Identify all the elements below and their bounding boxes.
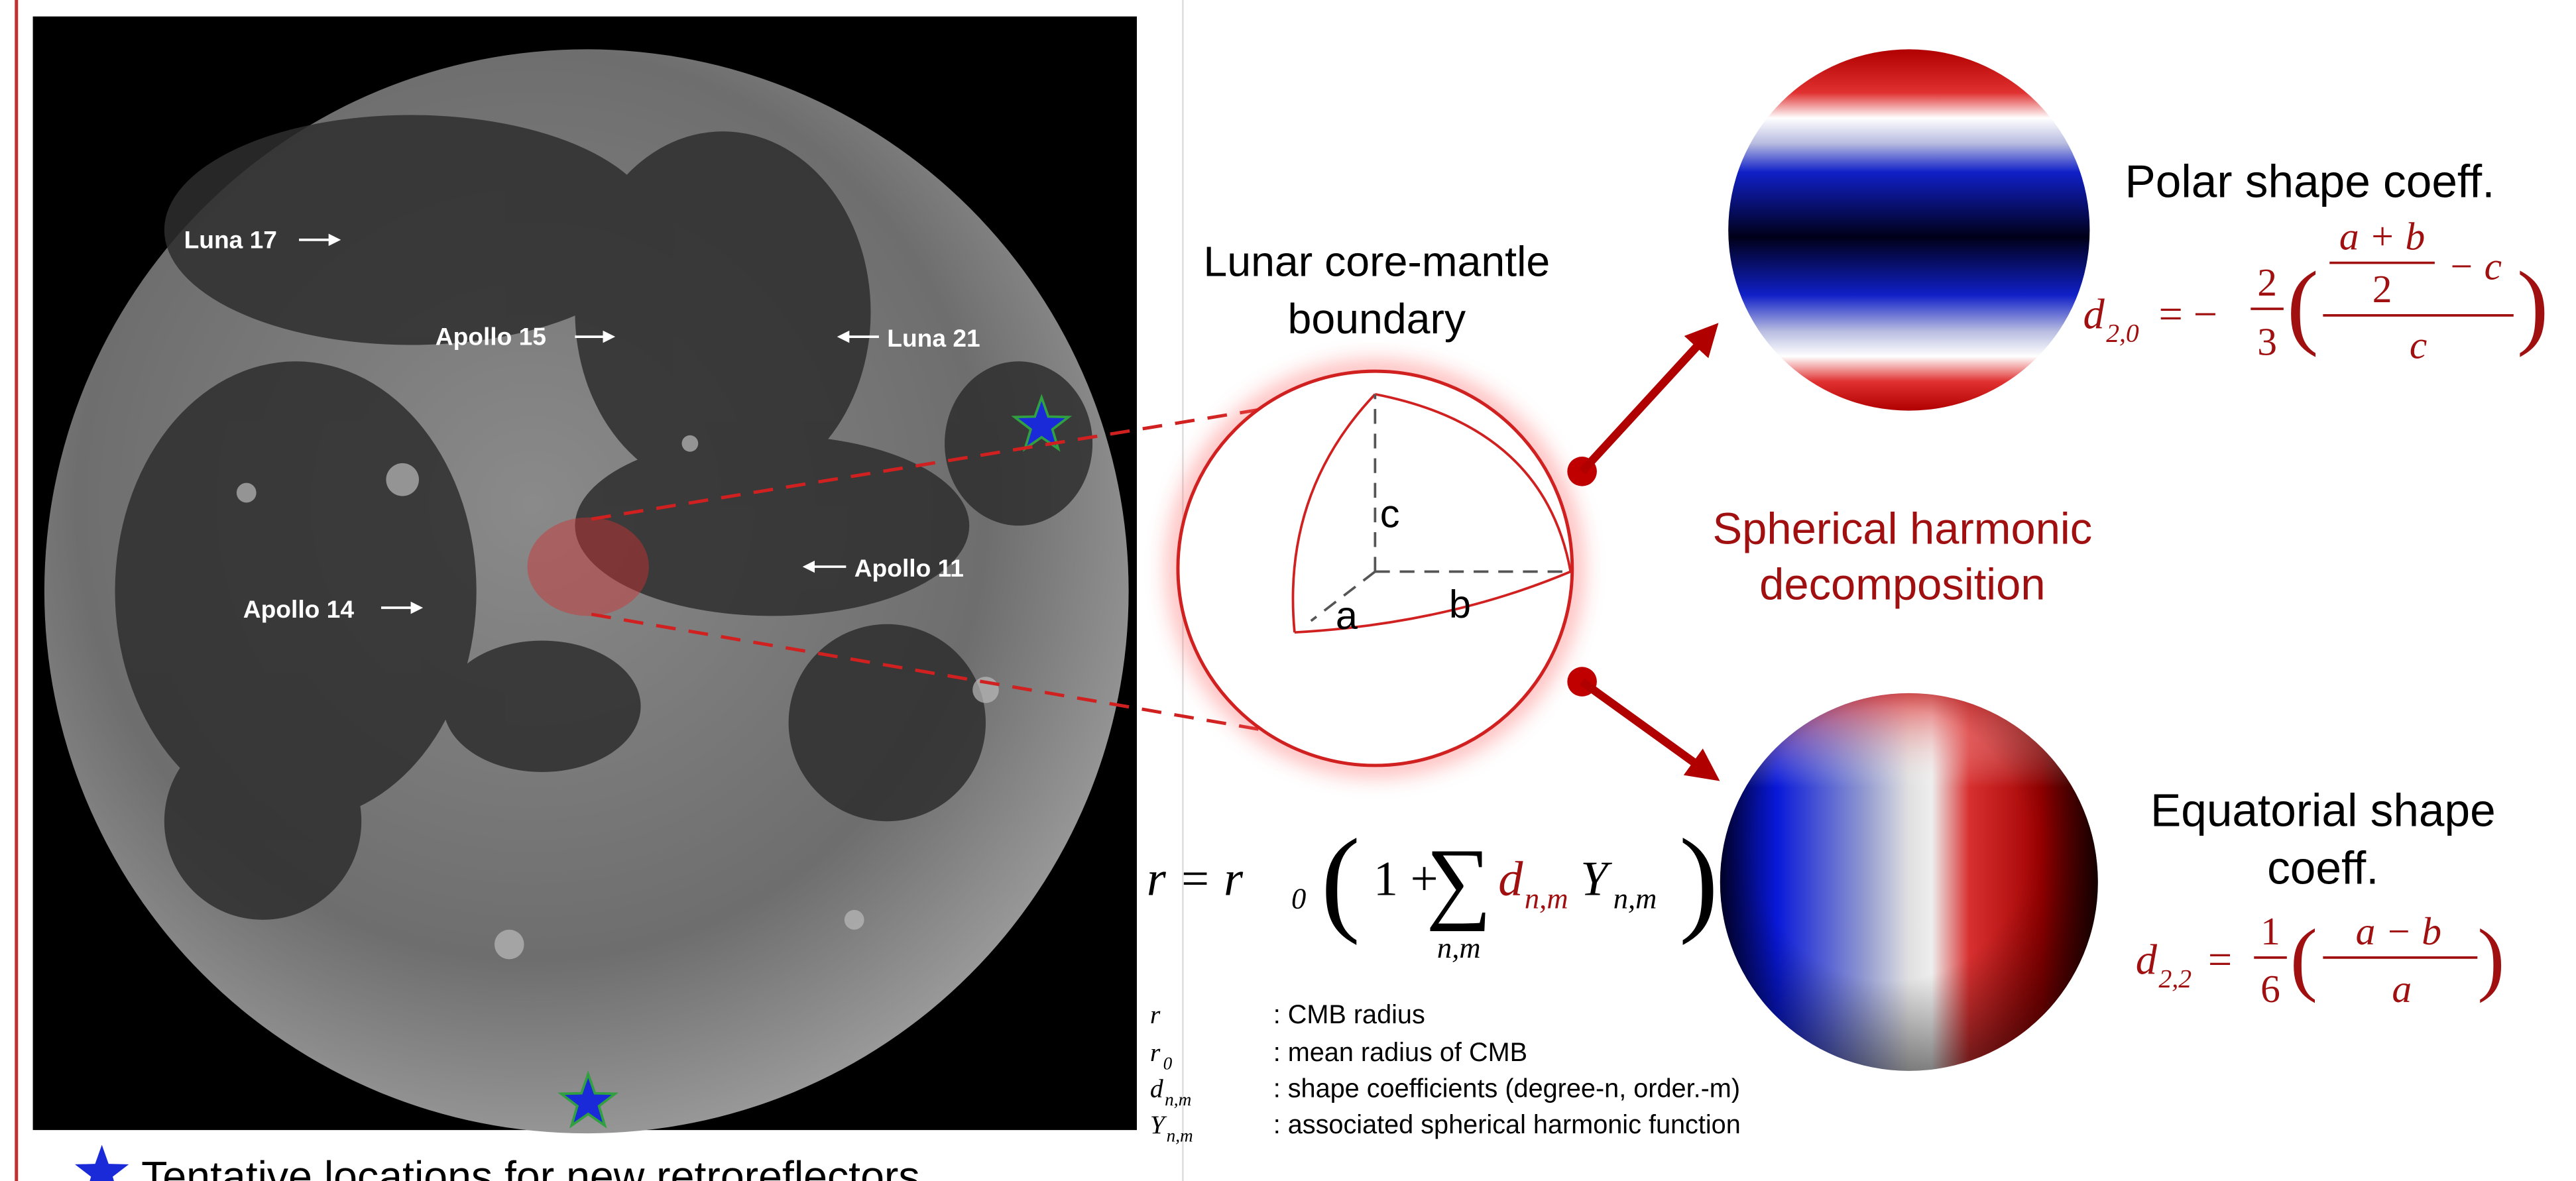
- legend-symbol: n,m: [1167, 1125, 1193, 1145]
- axis-label: a: [1336, 593, 1358, 638]
- formula-part: 1 +: [1374, 852, 1438, 907]
- formula-part: n,m: [1437, 931, 1481, 964]
- formula-part: d: [1498, 852, 1523, 907]
- legend-text: : CMB radius: [1273, 1000, 1425, 1029]
- octant: [1291, 393, 1572, 634]
- arrow: [1579, 323, 1719, 475]
- formula-part: ): [2477, 913, 2504, 1003]
- cmb-region: [527, 517, 649, 616]
- formula-part: (: [1321, 815, 1360, 946]
- formula-part: 1: [2260, 909, 2280, 953]
- legend-symbol: 0: [1163, 1053, 1173, 1073]
- formula-part: =: [2208, 936, 2232, 984]
- method-label: Spherical harmonic: [1713, 504, 2093, 553]
- polar-title: Polar shape coeff.: [2125, 155, 2495, 207]
- formula-part: 0: [1291, 882, 1306, 915]
- legend-symbol: n,m: [1165, 1090, 1191, 1109]
- site-label: Luna 17: [184, 225, 277, 253]
- formula-part: 2: [2257, 260, 2277, 304]
- footnote: Tentative locations for new retroreflect…: [141, 1153, 919, 1181]
- legend-symbol: r: [1150, 1038, 1161, 1067]
- formula-part: = −: [2159, 291, 2218, 338]
- star: [1011, 394, 1073, 452]
- legend-text: : mean radius of CMB: [1273, 1038, 1527, 1067]
- formula-part: Y: [1580, 852, 1612, 907]
- equatorial-title: coeff.: [2267, 842, 2378, 893]
- stars: [557, 394, 1073, 1129]
- arrow: [1579, 678, 1720, 781]
- legend-symbol: r: [1150, 1000, 1161, 1029]
- legend-text: : associated spherical harmonic function: [1273, 1110, 1741, 1139]
- axes: [1310, 394, 1571, 622]
- legend: r : CMB radius r 0 : mean radius of CMB …: [1150, 1000, 1741, 1145]
- site-label: Apollo 14: [243, 595, 355, 623]
- site-label: Luna 21: [887, 324, 980, 352]
- axis-label: b: [1449, 582, 1471, 626]
- formula-part: c: [2410, 323, 2427, 366]
- formula-part: 3: [2257, 319, 2277, 363]
- footnote-star: [75, 1145, 129, 1181]
- formula-part: (: [2290, 913, 2317, 1003]
- formula-part: a − b: [2356, 909, 2441, 953]
- maria: [115, 115, 1093, 920]
- polar-formula: d 2,0 = − 2 3 ( a + b 2 − c c ): [2083, 215, 2549, 367]
- cmb-title: Lunar core-mantle: [1203, 237, 1550, 285]
- legend-symbol: Y: [1150, 1110, 1167, 1139]
- equatorial-title: Equatorial shape: [2150, 785, 2496, 836]
- zoom-line: [591, 612, 1374, 751]
- legend-text: : shape coefficients (degree-n, order.-m…: [1273, 1074, 1740, 1103]
- formula-part: ): [1679, 815, 1718, 946]
- formula-part: d: [2136, 936, 2158, 984]
- legend-symbol: d: [1150, 1074, 1163, 1103]
- formula-part: a + b: [2339, 215, 2425, 258]
- craters: [236, 435, 999, 960]
- formula-part: d: [2083, 291, 2105, 338]
- site-label: Apollo 11: [854, 554, 964, 582]
- formula-part: (: [2287, 253, 2319, 358]
- polar-sphere: [1728, 49, 2090, 411]
- formula-part: − c: [2448, 244, 2502, 288]
- formula-part: ): [2517, 253, 2549, 358]
- formula-part: 2,0: [2106, 319, 2139, 348]
- equatorial-formula: d 2,2 = 1 6 ( a − b a ): [2136, 909, 2505, 1011]
- formula-part: r = r: [1147, 852, 1244, 907]
- formula-part: 6: [2260, 967, 2280, 1011]
- method-label: decomposition: [1759, 560, 2045, 610]
- cmb-title: boundary: [1288, 295, 1466, 343]
- formula-part: 2,2: [2159, 964, 2192, 993]
- formula-part: n,m: [1525, 882, 1568, 915]
- formula-part: 2: [2372, 267, 2392, 311]
- site-label: Apollo 15: [436, 322, 546, 350]
- formula-part: a: [2392, 967, 2412, 1011]
- main-formula: r = r 0 ( 1 + ∑ n,m d n,m Y n,m ): [1147, 815, 1718, 964]
- sphere-shade: [1720, 693, 2098, 1071]
- star: [557, 1070, 619, 1129]
- formula-part: n,m: [1613, 882, 1657, 915]
- axis-label: c: [1380, 492, 1400, 536]
- formula-part: ∑: [1426, 830, 1492, 932]
